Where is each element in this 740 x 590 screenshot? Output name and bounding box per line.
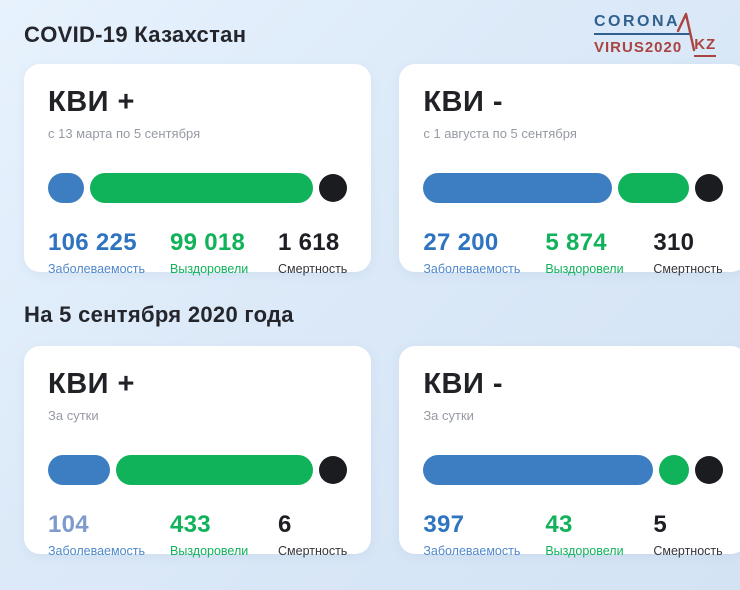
recovered-stat: 433 Выздоровели bbox=[170, 511, 278, 558]
card-title: КВИ - bbox=[423, 368, 504, 400]
deaths-dot bbox=[319, 174, 348, 202]
recovered-stat: 43 Выздоровели bbox=[545, 511, 653, 558]
card-title: КВИ + bbox=[48, 368, 135, 400]
infected-stat: 106 225 Заболеваемость bbox=[48, 229, 170, 276]
stats-row: 106 225 Заболеваемость 99 018 Выздоровел… bbox=[48, 229, 347, 276]
logo-line1: CORONA bbox=[594, 13, 681, 31]
deaths-value: 6 bbox=[278, 511, 292, 538]
infected-bar-segment bbox=[423, 455, 653, 485]
recovered-value: 433 bbox=[170, 511, 211, 538]
recovered-label: Выздоровели bbox=[545, 544, 624, 558]
recovered-value: 5 874 bbox=[545, 229, 607, 256]
deaths-dot bbox=[694, 456, 723, 484]
recovered-label: Выздоровели bbox=[545, 262, 624, 276]
infected-value: 104 bbox=[48, 511, 89, 538]
infected-label: Заболеваемость bbox=[423, 262, 521, 276]
stats-row: 397 Заболеваемость 43 Выздоровели 5 Смер… bbox=[423, 511, 722, 558]
deaths-value: 5 bbox=[653, 511, 667, 538]
infected-bar-segment bbox=[48, 173, 84, 203]
infected-stat: 104 Заболеваемость bbox=[48, 511, 170, 558]
deaths-stat: 310 Смертность bbox=[653, 229, 722, 276]
cards-row-total: КВИ + с 13 марта по 5 сентября 106 225 З… bbox=[24, 64, 740, 276]
infected-value: 27 200 bbox=[423, 229, 499, 256]
logo-virus2020-text: VIRUS2020 bbox=[594, 39, 683, 57]
stats-bar bbox=[423, 173, 723, 203]
page-title: COVID-19 Казахстан bbox=[24, 22, 247, 47]
stats-bar bbox=[48, 455, 348, 485]
deaths-value: 310 bbox=[653, 229, 695, 256]
deaths-label: Смертность bbox=[278, 262, 348, 276]
infected-bar-segment bbox=[48, 455, 110, 485]
recovered-bar-segment bbox=[115, 455, 314, 485]
recovered-bar-segment bbox=[89, 173, 314, 203]
recovered-bar-segment bbox=[617, 173, 689, 203]
deaths-stat: 6 Смертность bbox=[278, 511, 347, 558]
recovered-value: 43 bbox=[545, 511, 573, 538]
infected-label: Заболеваемость bbox=[423, 544, 521, 558]
coronavirus2020kz-logo[interactable]: CORONA VIRUS2020 KZ bbox=[594, 13, 717, 57]
header: COVID-19 Казахстан CORONA VIRUS2020 KZ bbox=[24, 0, 717, 64]
card-subtitle: с 13 марта по 5 сентября bbox=[48, 126, 201, 141]
infected-value: 397 bbox=[423, 511, 465, 538]
logo-divider bbox=[594, 33, 690, 36]
recovered-value: 99 018 bbox=[170, 229, 246, 256]
deaths-label: Смертность bbox=[278, 544, 348, 558]
stats-bar bbox=[48, 173, 348, 203]
deaths-label: Смертность bbox=[653, 262, 723, 276]
card-subtitle: с 1 августа по 5 сентября bbox=[423, 126, 577, 141]
card-title: КВИ + bbox=[48, 86, 135, 118]
logo-line2: VIRUS2020 KZ bbox=[594, 37, 717, 57]
recovered-label: Выздоровели bbox=[170, 262, 249, 276]
logo-kz-text: KZ bbox=[694, 37, 717, 57]
stats-bar bbox=[423, 455, 723, 485]
recovered-label: Выздоровели bbox=[170, 544, 249, 558]
card-kvi-plus-daily: КВИ + За сутки 104 Заболеваемость 433 Вы… bbox=[24, 346, 372, 558]
infected-label: Заболеваемость bbox=[48, 544, 146, 558]
infected-label: Заболеваемость bbox=[48, 262, 146, 276]
recovered-stat: 5 874 Выздоровели bbox=[545, 229, 653, 276]
card-title: КВИ - bbox=[423, 86, 504, 118]
deaths-stat: 1 618 Смертность bbox=[278, 229, 347, 276]
heartbeat-pulse-icon bbox=[676, 13, 696, 52]
deaths-value: 1 618 bbox=[278, 229, 340, 256]
deaths-dot bbox=[694, 174, 723, 202]
infected-stat: 27 200 Заболеваемость bbox=[423, 229, 545, 276]
deaths-dot bbox=[319, 456, 348, 484]
card-kvi-minus-total: КВИ - с 1 августа по 5 сентября 27 200 З… bbox=[399, 64, 740, 276]
stats-row: 27 200 Заболеваемость 5 874 Выздоровели … bbox=[423, 229, 722, 276]
dashboard: COVID-19 Казахстан CORONA VIRUS2020 KZ К… bbox=[24, 0, 740, 558]
infected-value: 106 225 bbox=[48, 229, 137, 256]
card-subtitle: За сутки bbox=[423, 408, 474, 423]
deaths-label: Смертность bbox=[653, 544, 723, 558]
card-kvi-minus-daily: КВИ - За сутки 397 Заболеваемость 43 Выз… bbox=[399, 346, 740, 558]
section-title-date: На 5 сентября 2020 года bbox=[24, 302, 294, 327]
recovered-bar-segment bbox=[658, 455, 689, 485]
card-subtitle: За сутки bbox=[48, 408, 99, 423]
infected-bar-segment bbox=[423, 173, 612, 203]
deaths-stat: 5 Смертность bbox=[653, 511, 722, 558]
card-kvi-plus-total: КВИ + с 13 марта по 5 сентября 106 225 З… bbox=[24, 64, 372, 276]
recovered-stat: 99 018 Выздоровели bbox=[170, 229, 278, 276]
cards-row-daily: КВИ + За сутки 104 Заболеваемость 433 Вы… bbox=[24, 346, 740, 558]
infected-stat: 397 Заболеваемость bbox=[423, 511, 545, 558]
stats-row: 104 Заболеваемость 433 Выздоровели 6 Сме… bbox=[48, 511, 347, 558]
